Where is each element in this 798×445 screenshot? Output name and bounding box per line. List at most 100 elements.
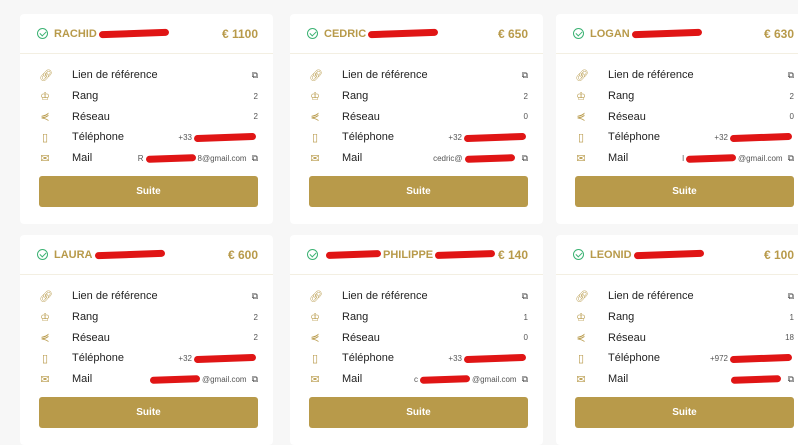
phone-icon: ▯	[39, 131, 51, 144]
crown-icon: ♔	[575, 311, 587, 324]
row-phone: ▯Téléphone+33	[39, 127, 258, 148]
phone-value: +33	[178, 133, 192, 142]
share-icon: ⋞	[309, 110, 321, 123]
row-mail: ✉Mail@gmail.com⧉	[39, 369, 258, 390]
suite-button[interactable]: Suite	[39, 176, 258, 207]
network-value: 18	[785, 333, 794, 342]
copy-icon[interactable]: ⧉	[522, 291, 528, 302]
row-label: Téléphone	[608, 131, 714, 143]
earnings-amount: € 650	[498, 27, 528, 41]
copy-icon[interactable]: ⧉	[522, 153, 528, 164]
row-label: Rang	[608, 311, 790, 323]
copy-icon[interactable]: ⧉	[252, 153, 258, 164]
mail-visible-part: cedric@	[433, 154, 462, 163]
link-icon: 🔗︎	[39, 69, 51, 82]
copy-icon[interactable]: ⧉	[522, 70, 528, 81]
row-phone: ▯Téléphone+972	[575, 348, 794, 369]
network-value: 2	[254, 333, 258, 342]
redaction-mark	[464, 133, 526, 142]
phone-icon: ▯	[39, 352, 51, 365]
row-phone: ▯Téléphone+32	[39, 348, 258, 369]
earnings-amount: € 630	[764, 27, 794, 41]
name-visible-part: RACHID	[54, 28, 97, 40]
suite-button[interactable]: Suite	[309, 176, 528, 207]
row-label: Lien de référence	[72, 69, 247, 81]
redaction-mark	[435, 250, 495, 259]
copy-icon[interactable]: ⧉	[788, 374, 794, 385]
mail-visible-part: 8@gmail.com	[198, 154, 247, 163]
row-label: Mail	[608, 373, 729, 385]
redaction-mark	[633, 250, 703, 259]
row-referral-link: 🔗︎Lien de référence⧉	[309, 286, 528, 307]
copy-icon[interactable]: ⧉	[252, 374, 258, 385]
row-referral-link: 🔗︎ Lien de référence ⧉	[39, 65, 258, 86]
crown-icon: ♔	[575, 90, 587, 103]
verified-check-icon	[307, 28, 318, 39]
name-visible-part: LAURA	[54, 249, 93, 261]
row-label: Réseau	[608, 111, 790, 123]
row-label: Mail	[72, 152, 138, 164]
verified-check-icon	[573, 249, 584, 260]
row-label: Réseau	[342, 332, 524, 344]
row-label: Lien de référence	[72, 290, 247, 302]
link-icon: 🔗︎	[575, 290, 587, 303]
redaction-mark	[686, 154, 736, 163]
rank-value: 2	[254, 92, 258, 101]
mail-visible-part: R	[138, 154, 144, 163]
phone-value: +33	[448, 354, 462, 363]
row-label: Rang	[342, 311, 524, 323]
name-visible-part: PHILIPPE	[383, 249, 433, 261]
suite-button[interactable]: Suite	[39, 397, 258, 428]
copy-icon[interactable]: ⧉	[252, 291, 258, 302]
member-name: RACHID	[54, 28, 222, 40]
copy-icon[interactable]: ⧉	[788, 291, 794, 302]
rank-value: 2	[524, 92, 528, 101]
verified-check-icon	[37, 28, 48, 39]
rank-value: 1	[790, 313, 794, 322]
row-label: Rang	[342, 90, 524, 102]
member-name: LAURA	[54, 249, 228, 261]
verified-check-icon	[307, 249, 318, 260]
redaction-mark	[730, 354, 792, 363]
row-referral-link: 🔗︎Lien de référence⧉	[309, 65, 528, 86]
row-label: Lien de référence	[608, 290, 783, 302]
row-label: Rang	[608, 90, 790, 102]
redaction-mark	[420, 375, 470, 384]
suite-button[interactable]: Suite	[575, 176, 794, 207]
copy-icon[interactable]: ⧉	[788, 153, 794, 164]
rank-value: 2	[790, 92, 794, 101]
share-icon: ⋞	[39, 331, 51, 344]
redaction-mark	[145, 154, 195, 163]
copy-icon[interactable]: ⧉	[522, 374, 528, 385]
mail-visible-part: c	[414, 375, 418, 384]
row-label: Réseau	[72, 111, 254, 123]
mail-visible-part: @gmail.com	[202, 375, 247, 384]
copy-icon[interactable]: ⧉	[788, 70, 794, 81]
suite-button[interactable]: Suite	[309, 397, 528, 428]
copy-icon[interactable]: ⧉	[252, 70, 258, 81]
member-name: CEDRIC	[324, 28, 498, 40]
suite-button[interactable]: Suite	[575, 397, 794, 428]
link-icon: 🔗︎	[309, 69, 321, 82]
member-name: LEONID	[590, 249, 764, 261]
redaction-mark	[730, 375, 780, 384]
phone-icon: ▯	[575, 131, 587, 144]
card-header: PHILIPPE € 140	[290, 235, 543, 275]
link-icon: 🔗︎	[575, 69, 587, 82]
redaction-mark	[730, 133, 792, 142]
mail-visible-part: @gmail.com	[738, 154, 783, 163]
crown-icon: ♔	[39, 90, 51, 103]
verified-check-icon	[37, 249, 48, 260]
network-value: 2	[254, 112, 258, 121]
redaction-mark	[194, 133, 256, 142]
row-label: Lien de référence	[608, 69, 783, 81]
row-referral-link: 🔗︎Lien de référence⧉	[39, 286, 258, 307]
